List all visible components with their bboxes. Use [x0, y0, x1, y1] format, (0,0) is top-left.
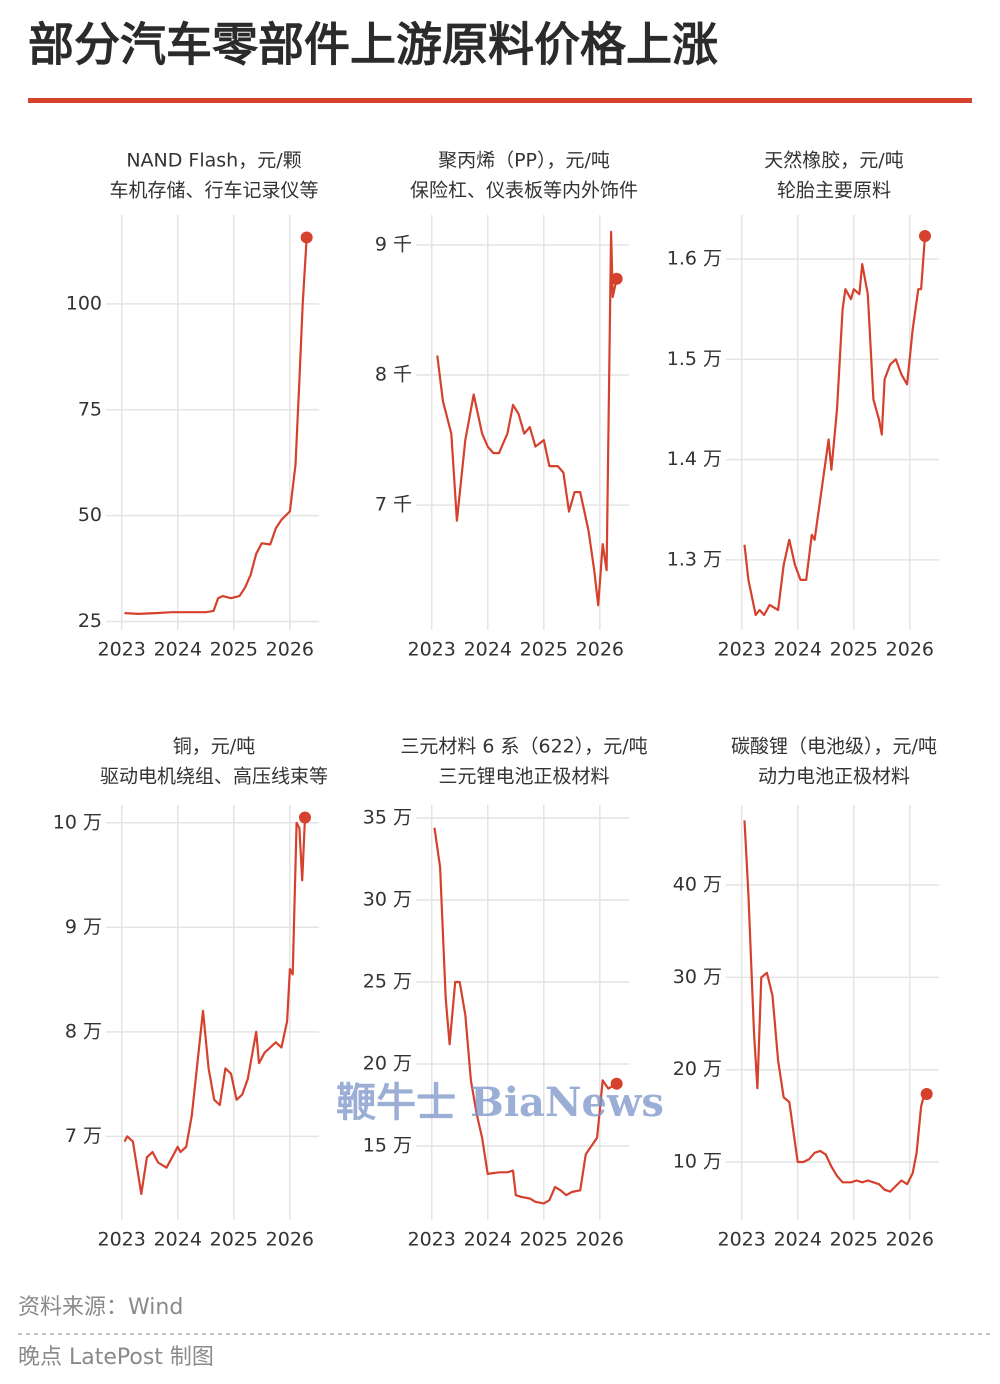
chart-title: NAND Flash，元/颗 [126, 150, 301, 172]
y-tick-label: 1.3 万 [667, 548, 722, 570]
y-tick-label: 10 万 [673, 1151, 722, 1173]
x-tick-label: 2023 [408, 1229, 456, 1251]
chart-subtitle: 驱动电机绕组、高压线束等 [100, 766, 328, 788]
y-tick-label: 10 万 [53, 811, 102, 833]
x-tick-label: 2025 [830, 1229, 878, 1251]
y-tick-label: 8 万 [65, 1020, 102, 1042]
y-tick-label: 25 [78, 610, 102, 632]
x-tick-label: 2025 [210, 639, 258, 661]
chart-title: 天然橡胶，元/吨 [764, 150, 903, 172]
y-tick-label: 1.5 万 [667, 348, 722, 370]
end-marker [610, 272, 623, 285]
end-marker [610, 1077, 623, 1090]
data-line [433, 827, 618, 1205]
x-tick-label: 2024 [154, 1229, 202, 1251]
y-tick-label: 25 万 [363, 970, 412, 992]
chart-subtitle: 三元锂电池正极材料 [438, 766, 609, 788]
data-line [123, 817, 307, 1195]
y-tick-label: 75 [78, 398, 102, 420]
y-tick-label: 1.4 万 [667, 448, 722, 470]
x-tick-label: 2024 [464, 1229, 512, 1251]
x-tick-label: 2026 [266, 639, 314, 661]
chart-subtitle: 保险杠、仪表板等内外饰件 [410, 180, 638, 202]
end-marker [918, 230, 931, 243]
chart-title: 聚丙烯（PP），元/吨 [438, 150, 610, 172]
chart-subtitle: 车机存储、行车记录仪等 [109, 180, 318, 202]
y-tick-label: 8 千 [375, 364, 412, 386]
chart-title: 铜，元/吨 [173, 736, 255, 758]
x-tick-label: 2025 [210, 1229, 258, 1251]
end-marker [920, 1087, 933, 1100]
x-tick-label: 2023 [98, 639, 146, 661]
chart-title: 碳酸锂（电池级），元/吨 [731, 736, 937, 758]
x-tick-label: 2023 [98, 1229, 146, 1251]
x-tick-label: 2026 [266, 1229, 314, 1251]
watermark: 鞭牛士 BiaNews [336, 1079, 664, 1126]
end-marker [298, 811, 311, 824]
title-rule [28, 98, 972, 103]
x-tick-label: 2025 [520, 1229, 568, 1251]
y-tick-label: 35 万 [363, 806, 412, 828]
x-tick-label: 2024 [774, 639, 822, 661]
chart-subtitle: 动力电池正极材料 [758, 766, 910, 788]
y-tick-label: 20 万 [363, 1053, 412, 1075]
data-line [743, 820, 928, 1193]
chart-title: 三元材料 6 系（622），元/吨 [400, 736, 647, 758]
y-tick-label: 15 万 [363, 1135, 412, 1157]
x-tick-label: 2026 [576, 1229, 624, 1251]
credit: 晚点 LatePost 制图 [18, 1345, 214, 1370]
data-line [743, 236, 927, 617]
x-tick-label: 2023 [718, 639, 766, 661]
y-tick-label: 7 万 [65, 1125, 102, 1147]
y-tick-label: 20 万 [673, 1058, 722, 1080]
x-tick-label: 2023 [718, 1229, 766, 1251]
x-tick-label: 2024 [154, 639, 202, 661]
y-tick-label: 30 万 [673, 966, 722, 988]
end-marker [300, 231, 313, 244]
y-tick-label: 40 万 [673, 874, 722, 896]
page-title: 部分汽车零部件上游原料价格上涨 [28, 18, 718, 72]
x-tick-label: 2025 [830, 639, 878, 661]
x-tick-label: 2023 [408, 639, 456, 661]
x-tick-label: 2025 [520, 639, 568, 661]
y-tick-label: 1.6 万 [667, 248, 722, 270]
y-tick-label: 9 万 [65, 916, 102, 938]
x-tick-label: 2026 [886, 639, 934, 661]
chart-subtitle: 轮胎主要原料 [777, 180, 891, 202]
y-tick-label: 100 [66, 292, 102, 314]
x-tick-label: 2026 [886, 1229, 934, 1251]
y-tick-label: 30 万 [363, 888, 412, 910]
data-line [436, 230, 618, 607]
y-tick-label: 9 千 [375, 233, 412, 255]
source: 资料来源：Wind [18, 1295, 183, 1320]
data-line [124, 237, 308, 615]
x-tick-label: 2024 [774, 1229, 822, 1251]
y-tick-label: 50 [78, 504, 102, 526]
y-tick-label: 7 千 [375, 494, 412, 516]
x-tick-label: 2026 [576, 639, 624, 661]
x-tick-label: 2024 [464, 639, 512, 661]
